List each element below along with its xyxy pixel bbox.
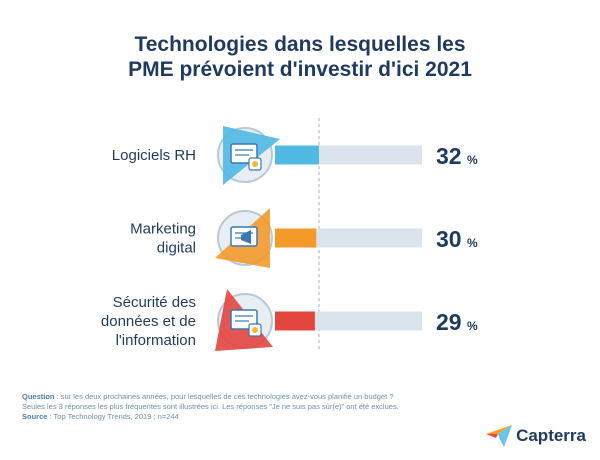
footnote-source: Source : Top Technology Trends, 2019 ; n… xyxy=(22,412,432,422)
question-text: : sur les deux prochaines années, pour l… xyxy=(54,392,394,401)
value-percent-sign: % xyxy=(467,319,478,333)
category-label: digital xyxy=(157,240,196,257)
category-label: Marketing xyxy=(130,221,196,238)
bar-row-2: Marketing digital 30% xyxy=(130,208,478,268)
footnote-note: Seules les 3 réponses les plus fréquente… xyxy=(22,402,399,411)
question-label: Question xyxy=(22,392,55,401)
footnote-question: Question : sur les deux prochaines année… xyxy=(22,392,432,402)
bar xyxy=(275,311,315,331)
bar-row-1: Logiciels RH 32% xyxy=(112,126,478,185)
category-label: Logiciels RH xyxy=(112,147,196,164)
chart-title-line-2: PME prévoient d'investir d'ici 2021 xyxy=(128,58,472,81)
chart-title: Technologies dans lesquelles les PME pré… xyxy=(0,32,600,82)
value-label: 29 xyxy=(436,309,462,335)
source-text: : Top Technology Trends, 2019 ; n=244 xyxy=(47,412,179,421)
hr-software-icon-badge-dot xyxy=(252,161,258,167)
category-label: Sécurité des xyxy=(113,294,196,311)
bar xyxy=(275,145,319,165)
bar-row-3: Sécurité des données et de l'information 29… xyxy=(101,289,478,351)
category-label: l'information xyxy=(116,332,196,349)
footnote: Question : sur les deux prochaines année… xyxy=(22,392,432,422)
value-label: 32 xyxy=(436,143,462,169)
value-label: 30 xyxy=(436,226,462,252)
secure-data-icon-badge-dot xyxy=(252,327,258,333)
category-label: données et de xyxy=(101,313,196,330)
capterra-logo: Capterra xyxy=(486,424,586,448)
brand-name: Capterra xyxy=(516,426,586,445)
source-label: Source xyxy=(22,412,48,421)
capterra-arrow-icon xyxy=(486,425,513,447)
bar xyxy=(275,228,317,248)
chart-title-line-1: Technologies dans lesquelles les xyxy=(134,33,466,56)
value-percent-sign: % xyxy=(467,236,478,250)
megaphone-shape xyxy=(241,230,251,244)
value-percent-sign: % xyxy=(467,153,478,167)
